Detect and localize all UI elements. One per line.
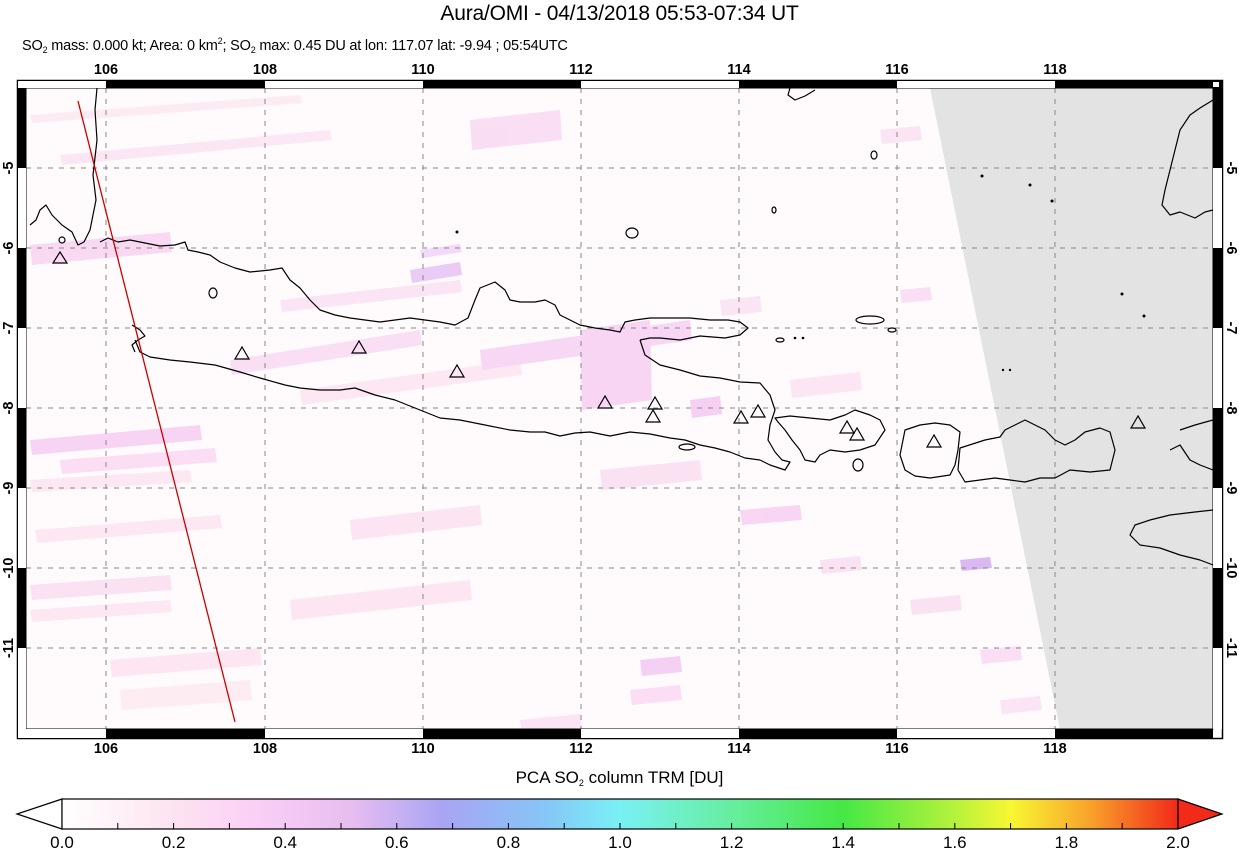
x-tick-bottom: 106 xyxy=(93,741,119,757)
x-tick-bottom: 110 xyxy=(411,741,435,757)
colorbar-label: 0.8 xyxy=(496,833,521,852)
y-tick-left: -9 xyxy=(1,481,17,495)
colorbar-label: 2.0 xyxy=(1166,833,1190,852)
colorbar-label: 1.4 xyxy=(831,833,856,852)
coast-bali xyxy=(774,409,886,463)
volcano-icon xyxy=(596,394,614,409)
x-tick-bottom: 112 xyxy=(569,741,593,757)
y-tick-left: -10 xyxy=(1,557,17,579)
y-tick-right: -8 xyxy=(1223,401,1239,415)
volcano-icon xyxy=(644,408,662,423)
x-tick-bottom: 108 xyxy=(252,741,278,757)
volcano-markers xyxy=(51,250,1147,448)
x-tick-bottom: 114 xyxy=(727,741,751,757)
coast-borneo xyxy=(1161,99,1213,219)
y-tick-right: -7 xyxy=(1223,321,1239,335)
frame-checker-top xyxy=(18,81,1222,88)
y-tick-right: -11 xyxy=(1223,637,1239,659)
y-tick-right: -9 xyxy=(1223,481,1239,495)
x-tick-bottom: 116 xyxy=(885,741,909,757)
x-tick-top: 116 xyxy=(885,62,909,78)
volcano-icon xyxy=(233,345,251,360)
colorbar-label: 1.2 xyxy=(719,833,744,852)
graticule xyxy=(26,88,1213,729)
volcano-icon xyxy=(646,395,664,410)
y-tick-left: -6 xyxy=(1,241,17,255)
x-tick-top: 118 xyxy=(1043,62,1067,78)
frame-checker-left xyxy=(18,88,26,729)
colorbar-label: 1.8 xyxy=(1054,833,1079,852)
x-tick-top: 114 xyxy=(727,62,751,78)
map-title: Aura/OMI - 04/13/2018 05:53-07:34 UT xyxy=(440,2,799,25)
frame-checker-bottom xyxy=(18,729,1213,738)
colorbar-max-arrow xyxy=(1177,798,1224,830)
x-tick-top: 108 xyxy=(252,62,278,78)
map-area[interactable] xyxy=(26,88,1213,734)
volcano-icon xyxy=(51,250,69,264)
frame-checker-right xyxy=(1213,88,1222,729)
volcano-icon xyxy=(838,419,856,434)
orbit-track-line xyxy=(77,100,236,723)
coastlines xyxy=(29,88,1213,566)
colorbar-label: 0.6 xyxy=(384,833,409,852)
volcano-icon xyxy=(350,339,368,354)
colorbar-label: 0.4 xyxy=(273,833,298,852)
colorbar-title: PCA SO2 column TRM [DU] xyxy=(515,768,724,788)
colorbar-label: 1.0 xyxy=(608,833,632,852)
colorbar-label: 0.0 xyxy=(50,833,74,852)
y-tick-left: -7 xyxy=(1,321,17,335)
colorbar-label: 0.2 xyxy=(161,833,186,852)
coast-lombok xyxy=(899,422,961,479)
so2-swath-pixels xyxy=(30,95,1042,729)
coast-sumba xyxy=(1129,509,1213,566)
x-tick-top: 106 xyxy=(93,62,119,78)
coast-sumbawa xyxy=(957,419,1116,483)
coast-java-north xyxy=(99,237,749,341)
y-tick-right: -6 xyxy=(1223,241,1239,255)
x-tick-top: 110 xyxy=(411,62,435,78)
coast-sumatra xyxy=(29,88,98,246)
colorbar-min-arrow xyxy=(15,798,63,830)
colorbar-label: 1.6 xyxy=(942,833,967,852)
volcano-icon xyxy=(1129,414,1147,429)
map-frame xyxy=(16,79,1224,740)
map-subtitle: SO2 mass: 0.000 kt; Area: 0 km2; SO2 max… xyxy=(22,36,568,55)
y-tick-left: -11 xyxy=(1,637,17,659)
coast-java-south xyxy=(134,339,761,461)
colorbar xyxy=(15,798,1224,830)
y-tick-right: -10 xyxy=(1223,557,1239,579)
volcano-icon xyxy=(448,363,466,378)
y-tick-right: -5 xyxy=(1223,161,1239,175)
y-tick-left: -8 xyxy=(1,401,17,415)
y-tick-left: -5 xyxy=(1,161,17,175)
islets xyxy=(455,174,1146,372)
volcano-icon xyxy=(732,409,750,424)
x-tick-bottom: 118 xyxy=(1043,741,1067,757)
x-tick-top: 112 xyxy=(569,62,593,78)
volcano-icon xyxy=(925,433,943,448)
volcano-icon xyxy=(848,426,866,441)
volcano-icon xyxy=(749,403,767,418)
